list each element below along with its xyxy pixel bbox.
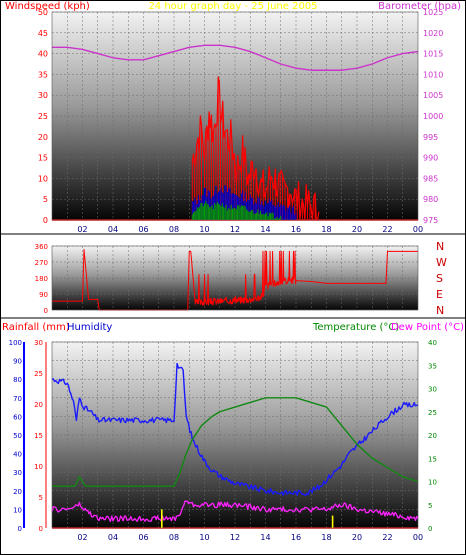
- barometer-line: [52, 44, 419, 71]
- barometer-y-tick: 995: [423, 133, 438, 142]
- rainfall-y-tick: 15: [34, 432, 43, 440]
- barometer-y-tick: 990: [423, 154, 438, 163]
- barometer-y-tick: 1005: [423, 91, 443, 100]
- barometer-y-tick: 1020: [423, 29, 443, 38]
- wind-y-tick: 35: [38, 70, 48, 79]
- temperature-y-tick: 0: [428, 525, 432, 533]
- temperature-y-tick: 15: [428, 455, 437, 463]
- wind-x-tick: 12: [230, 225, 240, 234]
- barometer-y-tick: 1015: [423, 50, 443, 59]
- rainfall-y-tick: 0: [39, 525, 43, 533]
- humidity-axis-label: Humidity: [67, 322, 112, 333]
- rainfall-y-tick: 5: [39, 494, 43, 502]
- wind-x-tick: 08: [169, 225, 179, 234]
- dewpoint-axis-label: Dew Point (°C): [391, 322, 464, 333]
- climate-x-tick: 04: [108, 533, 118, 542]
- wind-x-tick: 00: [413, 225, 423, 234]
- compass-label: W: [436, 256, 447, 269]
- temperature-y-tick: 35: [428, 362, 437, 370]
- climate-x-tick: 14: [260, 533, 270, 542]
- wind-y-tick: 5: [43, 195, 48, 204]
- temperature-line: [52, 397, 419, 487]
- wind-direction-line: [52, 249, 418, 311]
- climate-x-tick: 18: [321, 533, 331, 542]
- humidity-y-tick: 10: [13, 506, 22, 514]
- barometer-y-tick: 985: [423, 174, 438, 183]
- humidity-y-tick: 0: [18, 525, 22, 533]
- humidity-y-tick: 70: [13, 395, 22, 403]
- wind-x-tick: 22: [382, 225, 392, 234]
- dewpoint-line: [51, 500, 419, 523]
- wind-y-tick: 50: [38, 8, 48, 17]
- barometer-y-tick: 1000: [423, 112, 443, 121]
- temperature-y-tick: 20: [428, 432, 437, 440]
- wind-x-tick: 02: [77, 225, 87, 234]
- windspeed-line: [191, 76, 320, 221]
- climate-x-tick: 02: [77, 533, 87, 542]
- windspeed-axis-label: Windspeed (kph): [5, 1, 90, 12]
- wind-y-tick: 45: [38, 29, 48, 38]
- climate-x-tick: 10: [199, 533, 209, 542]
- humidity-y-tick: 30: [13, 469, 22, 477]
- rainfall-axis-label: Rainfall (mm): [2, 322, 70, 333]
- rainfall-y-tick: 30: [34, 339, 43, 347]
- humidity-y-tick: 90: [13, 358, 22, 366]
- humidity-y-tick: 80: [13, 376, 22, 384]
- climate-x-tick: 20: [352, 533, 362, 542]
- wind-x-tick: 20: [352, 225, 362, 234]
- humidity-y-tick: 20: [13, 488, 22, 496]
- direction-y-tick: 180: [35, 275, 48, 283]
- wind-x-tick: 18: [321, 225, 331, 234]
- wind-y-tick: 10: [38, 174, 48, 183]
- chart-title: 24 hour graph day - 25 June 2005: [148, 1, 317, 12]
- temperature-y-tick: 30: [428, 386, 437, 394]
- temperature-y-tick: 40: [428, 339, 437, 347]
- temperature-axis-label: Temperature (°C): [312, 322, 399, 333]
- climate-x-tick: 06: [138, 533, 148, 542]
- wind-x-tick: 10: [199, 225, 209, 234]
- humidity-y-tick: 100: [9, 339, 22, 347]
- wind-y-tick: 30: [38, 91, 48, 100]
- direction-y-tick: 90: [39, 291, 48, 299]
- climate-x-tick: 00: [413, 533, 423, 542]
- rainfall-y-tick: 25: [34, 370, 43, 378]
- barometer-y-tick: 980: [423, 195, 438, 204]
- climate-x-tick: 08: [169, 533, 179, 542]
- direction-y-tick: 0: [44, 307, 48, 315]
- wind-x-tick: 16: [291, 225, 301, 234]
- temperature-y-tick: 25: [428, 409, 437, 417]
- rainfall-y-tick: 10: [34, 463, 43, 471]
- humidity-y-tick: 50: [13, 432, 22, 440]
- humidity-y-tick: 40: [13, 451, 22, 459]
- barometer-axis-label: Barometer (hpa): [378, 1, 461, 12]
- temperature-y-tick: 5: [428, 502, 432, 510]
- compass-label: N: [436, 304, 444, 317]
- barometer-y-tick: 1010: [423, 70, 443, 79]
- direction-y-tick: 270: [35, 259, 48, 267]
- direction-y-tick: 360: [35, 243, 48, 251]
- compass-label: S: [436, 272, 443, 285]
- climate-x-tick: 16: [291, 533, 301, 542]
- compass-label: E: [436, 288, 443, 301]
- compass-label: N: [436, 240, 444, 253]
- barometer-y-tick: 975: [423, 216, 438, 225]
- wind-x-tick: 06: [138, 225, 148, 234]
- wind-y-tick: 15: [38, 154, 48, 163]
- temperature-y-tick: 10: [428, 479, 437, 487]
- wind-y-tick: 25: [38, 112, 48, 121]
- direction-panel-bg-frame: [51, 245, 419, 311]
- wind-y-tick: 0: [43, 216, 48, 225]
- wind-panel-bg-frame: [51, 11, 419, 221]
- climate-x-tick: 22: [382, 533, 392, 542]
- wind-y-tick: 20: [38, 133, 48, 142]
- wind-x-tick: 14: [260, 225, 270, 234]
- wind-x-tick: 04: [108, 225, 118, 234]
- wind-y-tick: 40: [38, 50, 48, 59]
- climate-panel-bg-frame: [51, 341, 419, 529]
- climate-x-tick: 12: [230, 533, 240, 542]
- humidity-y-tick: 60: [13, 413, 22, 421]
- rainfall-y-tick: 20: [34, 401, 43, 409]
- barometer-y-tick: 1025: [423, 8, 443, 17]
